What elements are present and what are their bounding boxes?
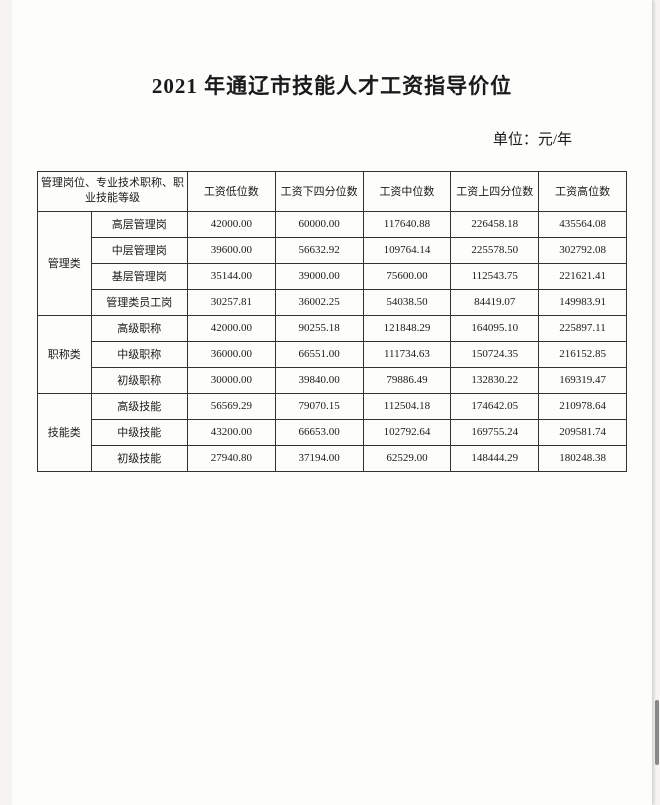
subcategory-cell: 管理类员工岗	[91, 289, 187, 315]
page-title: 2021 年通辽市技能人才工资指导价位	[37, 70, 627, 100]
data-cell: 302792.08	[539, 237, 627, 263]
table-header: 管理岗位、专业技术职称、职业技能等级 工资低位数 工资下四分位数 工资中位数 工…	[38, 172, 627, 212]
header-row: 管理岗位、专业技术职称、职业技能等级 工资低位数 工资下四分位数 工资中位数 工…	[38, 172, 627, 212]
subcategory-cell: 高级职称	[91, 315, 187, 341]
subcategory-cell: 高层管理岗	[91, 211, 187, 237]
data-cell: 27940.80	[187, 445, 275, 471]
data-cell: 210978.64	[539, 393, 627, 419]
data-cell: 169755.24	[451, 419, 539, 445]
data-cell: 102792.64	[363, 419, 451, 445]
table-row: 基层管理岗35144.0039000.0075600.00112543.7522…	[38, 263, 627, 289]
data-cell: 39840.00	[275, 367, 363, 393]
data-cell: 75600.00	[363, 263, 451, 289]
header-col-low: 工资低位数	[187, 172, 275, 212]
data-cell: 111734.63	[363, 341, 451, 367]
table-row: 管理类高层管理岗42000.0060000.00117640.88226458.…	[38, 211, 627, 237]
data-cell: 42000.00	[187, 315, 275, 341]
subcategory-cell: 高级技能	[91, 393, 187, 419]
data-cell: 148444.29	[451, 445, 539, 471]
category-cell: 职称类	[38, 315, 92, 393]
data-cell: 79070.15	[275, 393, 363, 419]
data-cell: 209581.74	[539, 419, 627, 445]
data-cell: 90255.18	[275, 315, 363, 341]
subcategory-cell: 初级职称	[91, 367, 187, 393]
data-cell: 225578.50	[451, 237, 539, 263]
subcategory-cell: 中层管理岗	[91, 237, 187, 263]
data-cell: 60000.00	[275, 211, 363, 237]
data-cell: 39000.00	[275, 263, 363, 289]
header-category: 管理岗位、专业技术职称、职业技能等级	[38, 172, 188, 212]
data-cell: 84419.07	[451, 289, 539, 315]
data-cell: 435564.08	[539, 211, 627, 237]
unit-label: 单位：元/年	[37, 128, 627, 149]
data-cell: 174642.05	[451, 393, 539, 419]
data-cell: 66551.00	[275, 341, 363, 367]
data-cell: 39600.00	[187, 237, 275, 263]
data-cell: 112543.75	[451, 263, 539, 289]
header-col-high: 工资高位数	[539, 172, 627, 212]
category-cell: 管理类	[38, 211, 92, 315]
data-cell: 150724.35	[451, 341, 539, 367]
subcategory-cell: 中级职称	[91, 341, 187, 367]
table-row: 管理类员工岗30257.8136002.2554038.5084419.0714…	[38, 289, 627, 315]
header-col-q3: 工资上四分位数	[451, 172, 539, 212]
table-row: 初级职称30000.0039840.0079886.49132830.22169…	[38, 367, 627, 393]
data-cell: 30257.81	[187, 289, 275, 315]
data-cell: 109764.14	[363, 237, 451, 263]
data-cell: 117640.88	[363, 211, 451, 237]
data-cell: 221621.41	[539, 263, 627, 289]
scroll-indicator	[655, 700, 659, 765]
table-row: 初级技能27940.8037194.0062529.00148444.29180…	[38, 445, 627, 471]
subcategory-cell: 初级技能	[91, 445, 187, 471]
document-page: 2021 年通辽市技能人才工资指导价位 单位：元/年 管理岗位、专业技术职称、职…	[12, 0, 652, 805]
data-cell: 54038.50	[363, 289, 451, 315]
data-cell: 112504.18	[363, 393, 451, 419]
data-cell: 36000.00	[187, 341, 275, 367]
header-col-q1: 工资下四分位数	[275, 172, 363, 212]
data-cell: 36002.25	[275, 289, 363, 315]
table-row: 中级技能43200.0066653.00102792.64169755.2420…	[38, 419, 627, 445]
data-cell: 30000.00	[187, 367, 275, 393]
data-cell: 66653.00	[275, 419, 363, 445]
data-cell: 169319.47	[539, 367, 627, 393]
category-cell: 技能类	[38, 393, 92, 471]
header-col-median: 工资中位数	[363, 172, 451, 212]
data-cell: 62529.00	[363, 445, 451, 471]
data-cell: 132830.22	[451, 367, 539, 393]
salary-table: 管理岗位、专业技术职称、职业技能等级 工资低位数 工资下四分位数 工资中位数 工…	[37, 171, 627, 472]
data-cell: 43200.00	[187, 419, 275, 445]
data-cell: 149983.91	[539, 289, 627, 315]
data-cell: 180248.38	[539, 445, 627, 471]
data-cell: 121848.29	[363, 315, 451, 341]
data-cell: 37194.00	[275, 445, 363, 471]
table-row: 中级职称36000.0066551.00111734.63150724.3521…	[38, 341, 627, 367]
table-row: 中层管理岗39600.0056632.92109764.14225578.503…	[38, 237, 627, 263]
data-cell: 56569.29	[187, 393, 275, 419]
data-cell: 164095.10	[451, 315, 539, 341]
data-cell: 56632.92	[275, 237, 363, 263]
data-cell: 226458.18	[451, 211, 539, 237]
data-cell: 225897.11	[539, 315, 627, 341]
data-cell: 216152.85	[539, 341, 627, 367]
table-body: 管理类高层管理岗42000.0060000.00117640.88226458.…	[38, 211, 627, 471]
data-cell: 79886.49	[363, 367, 451, 393]
subcategory-cell: 中级技能	[91, 419, 187, 445]
table-row: 技能类高级技能56569.2979070.15112504.18174642.0…	[38, 393, 627, 419]
data-cell: 35144.00	[187, 263, 275, 289]
data-cell: 42000.00	[187, 211, 275, 237]
table-row: 职称类高级职称42000.0090255.18121848.29164095.1…	[38, 315, 627, 341]
subcategory-cell: 基层管理岗	[91, 263, 187, 289]
